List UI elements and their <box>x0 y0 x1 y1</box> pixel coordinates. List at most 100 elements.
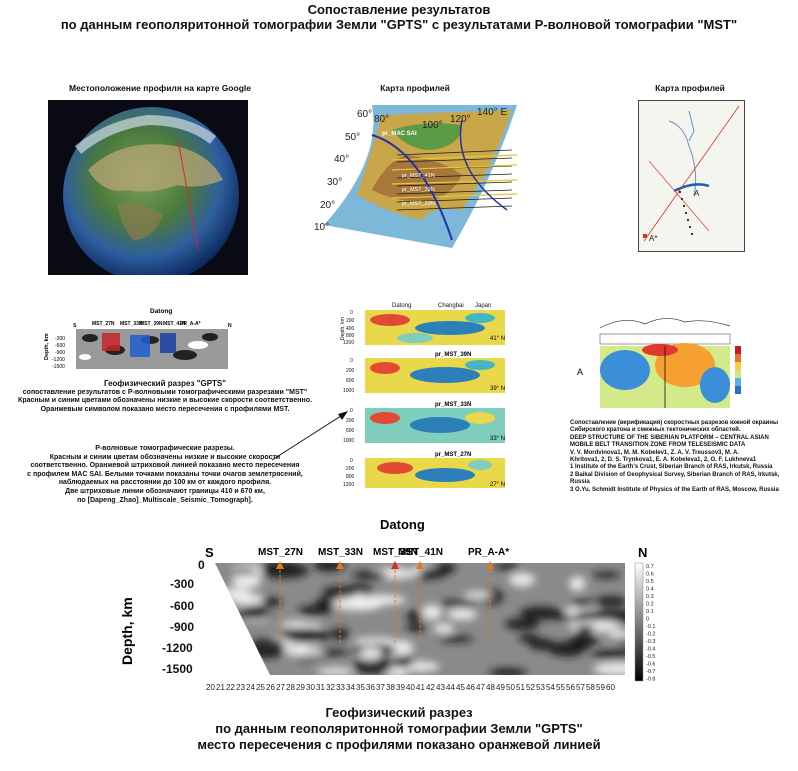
mst-p4-tick-1200: 1200 <box>343 482 354 488</box>
right-caption-line-6: Khritova1, 2, D. S. Trynkova1, E. A. Kob… <box>570 457 757 464</box>
main-xtick: 24 <box>246 683 255 692</box>
map1-lat-30: 30° <box>327 177 342 188</box>
colorbar-tick: 0.1 <box>646 609 654 615</box>
mst-lat-39: 39° N <box>490 386 505 392</box>
gpts-caption: Геофизический разрез "GPTS" сопоставлени… <box>0 379 330 414</box>
footer-line-2: по данным геополяритонной томографии Зем… <box>215 721 583 736</box>
mini-ytick-600: -600 <box>55 343 65 349</box>
main-profile-marker <box>486 561 494 569</box>
footer-line-1: Геофизический разрез <box>325 705 473 720</box>
texture-blob <box>215 617 242 633</box>
colorbar-tick: -0.2 <box>646 632 655 638</box>
main-xtick: 46 <box>466 683 475 692</box>
main-xtick: 20 <box>206 683 215 692</box>
mst-p3-tick-600: 600 <box>346 428 355 434</box>
main-xtick: 25 <box>256 683 265 692</box>
main-profile-marker <box>416 561 424 569</box>
main-xtick: 37 <box>376 683 385 692</box>
colorbar-tick: 0.6 <box>646 572 654 578</box>
map2-label-a: A <box>694 189 700 198</box>
main-xtick: 32 <box>326 683 335 692</box>
right-caption-line-2: Сибирского кратона и смежных тектоническ… <box>570 427 741 434</box>
main-ylabel: Depth, km <box>119 597 135 665</box>
main-xtick: 48 <box>486 683 495 692</box>
texture-blob <box>261 597 282 607</box>
mini-ytick-1200: -1200 <box>52 357 65 363</box>
map1-lat-60: 60° <box>357 109 372 120</box>
colorbar-tick: -0.6 <box>646 662 655 668</box>
texture-blob <box>591 571 621 579</box>
right-caption-line-5: V. V. Mordvinova1, M. M. Kobelev1, Z. A.… <box>570 449 739 456</box>
texture-blob <box>420 567 454 575</box>
texture-blob <box>574 610 622 621</box>
colorbar-tick: 0.5 <box>646 579 654 585</box>
main-xtick: 30 <box>306 683 315 692</box>
main-xtick: 53 <box>536 683 545 692</box>
main-xtick: 40 <box>406 683 415 692</box>
mst-top-datong: Datong <box>392 303 411 309</box>
title-line-2: по данным геополяритонной томографии Зем… <box>60 17 738 32</box>
main-xtick: 57 <box>576 683 585 692</box>
right-caption-line-3: DEEP STRUCTURE OF THE SIBERIAN PLATFORM … <box>570 434 769 441</box>
main-ytick-0: 0 <box>198 558 205 572</box>
main-gpts-section: Datong S N MST_27N MST_33N MST_39N MST_41N P… <box>110 515 670 700</box>
map1-lat-50: 50° <box>345 132 360 143</box>
gpts-caption-line-2: сопоставление результатов с P-волновыми … <box>22 388 308 396</box>
page-title: Сопоставление результатов по данным геоп… <box>0 2 798 32</box>
texture-blob <box>231 612 275 620</box>
pwave-caption-line-2: Красным и синим цветам обозначены низкие… <box>49 453 281 461</box>
pointer-arrow <box>271 411 348 461</box>
main-ytick-300: -300 <box>170 577 194 591</box>
mini-section-title: Datong <box>150 308 172 315</box>
texture-blob <box>494 563 520 571</box>
texture-blob <box>488 668 527 675</box>
texture-blob <box>351 659 393 674</box>
right-caption-line-9: 3 O.Yu. Schmidt Institute of Physics of … <box>570 486 779 493</box>
texture-blob <box>280 620 308 628</box>
map1-profile-33n: pr_MST_33N <box>402 201 435 207</box>
pwave-caption-line-7: по [Dapeng_Zhao]_Multiscale_Seismic_Tomo… <box>77 496 253 504</box>
mst-p2-tick-0: 0 <box>350 358 353 364</box>
pwave-caption-line-3: соответственно. Оранжевой штриховой лини… <box>30 462 300 470</box>
mst-top-changbai: Changbai <box>438 303 464 309</box>
main-xtick: 39 <box>396 683 405 692</box>
main-xtick: 58 <box>586 683 595 692</box>
main-xtick: 44 <box>446 683 455 692</box>
main-profile-marker <box>336 561 344 569</box>
texture-blob <box>568 619 621 633</box>
texture-blob <box>590 650 625 659</box>
mst-p3-tick-0: 0 <box>350 408 353 414</box>
main-xtick: 34 <box>346 683 355 692</box>
map1-lon-140: 140° E <box>477 107 507 118</box>
main-ytick-1500: -1500 <box>162 662 193 676</box>
gpts-caption-line-3: Красным и синим цветами обозначены низки… <box>18 397 312 405</box>
colorbar-tick: 0 <box>646 617 649 623</box>
mst-p2-tick-1000: 1000 <box>343 388 354 394</box>
velocity-section: A <box>565 310 755 415</box>
texture-blob <box>570 599 596 608</box>
right-caption-line-4: MOBILE BELT TRANSITION ZONE FROM TELESEI… <box>570 442 746 449</box>
main-colorbar: 0.70.60.50.40.30.20.10-0.1-0.2-0.3-0.4-0… <box>634 562 655 683</box>
texture-blob <box>283 648 325 657</box>
texture-blob <box>421 604 442 620</box>
main-xtick: 22 <box>226 683 235 692</box>
gpts-caption-line-1: Геофизический разрез "GPTS" <box>103 379 227 388</box>
texture-blob <box>608 630 625 639</box>
mst-top-japan: Japan <box>475 303 491 309</box>
texture-blob <box>360 594 406 606</box>
texture-blob <box>463 591 493 599</box>
pwave-caption: P-волновые томографические разрезы. Крас… <box>0 445 330 505</box>
texture-blob <box>216 588 251 600</box>
right-caption-line-1: Сопоставление (верификация) скоростных р… <box>570 420 779 426</box>
mst-p2-tick-200: 200 <box>346 368 355 374</box>
colorbar-tick: 0.7 <box>646 564 654 570</box>
mini-ylabel: Depth, km <box>44 333 50 360</box>
texture-blob <box>439 635 474 643</box>
mst-p1-tick-200: 200 <box>346 318 355 324</box>
mst-name-39n: pr_MST_39N <box>435 352 471 358</box>
main-xtick: 54 <box>546 683 555 692</box>
mst-sections: Datong Changbai Japan 41° N pr_MST_39N 3… <box>340 300 520 495</box>
mst-p1-tick-400: 400 <box>346 326 355 332</box>
mst-lat-33: 33° N <box>490 436 505 442</box>
pwave-caption-line-6: Две штриховые линии обозначают границы 4… <box>65 487 265 495</box>
